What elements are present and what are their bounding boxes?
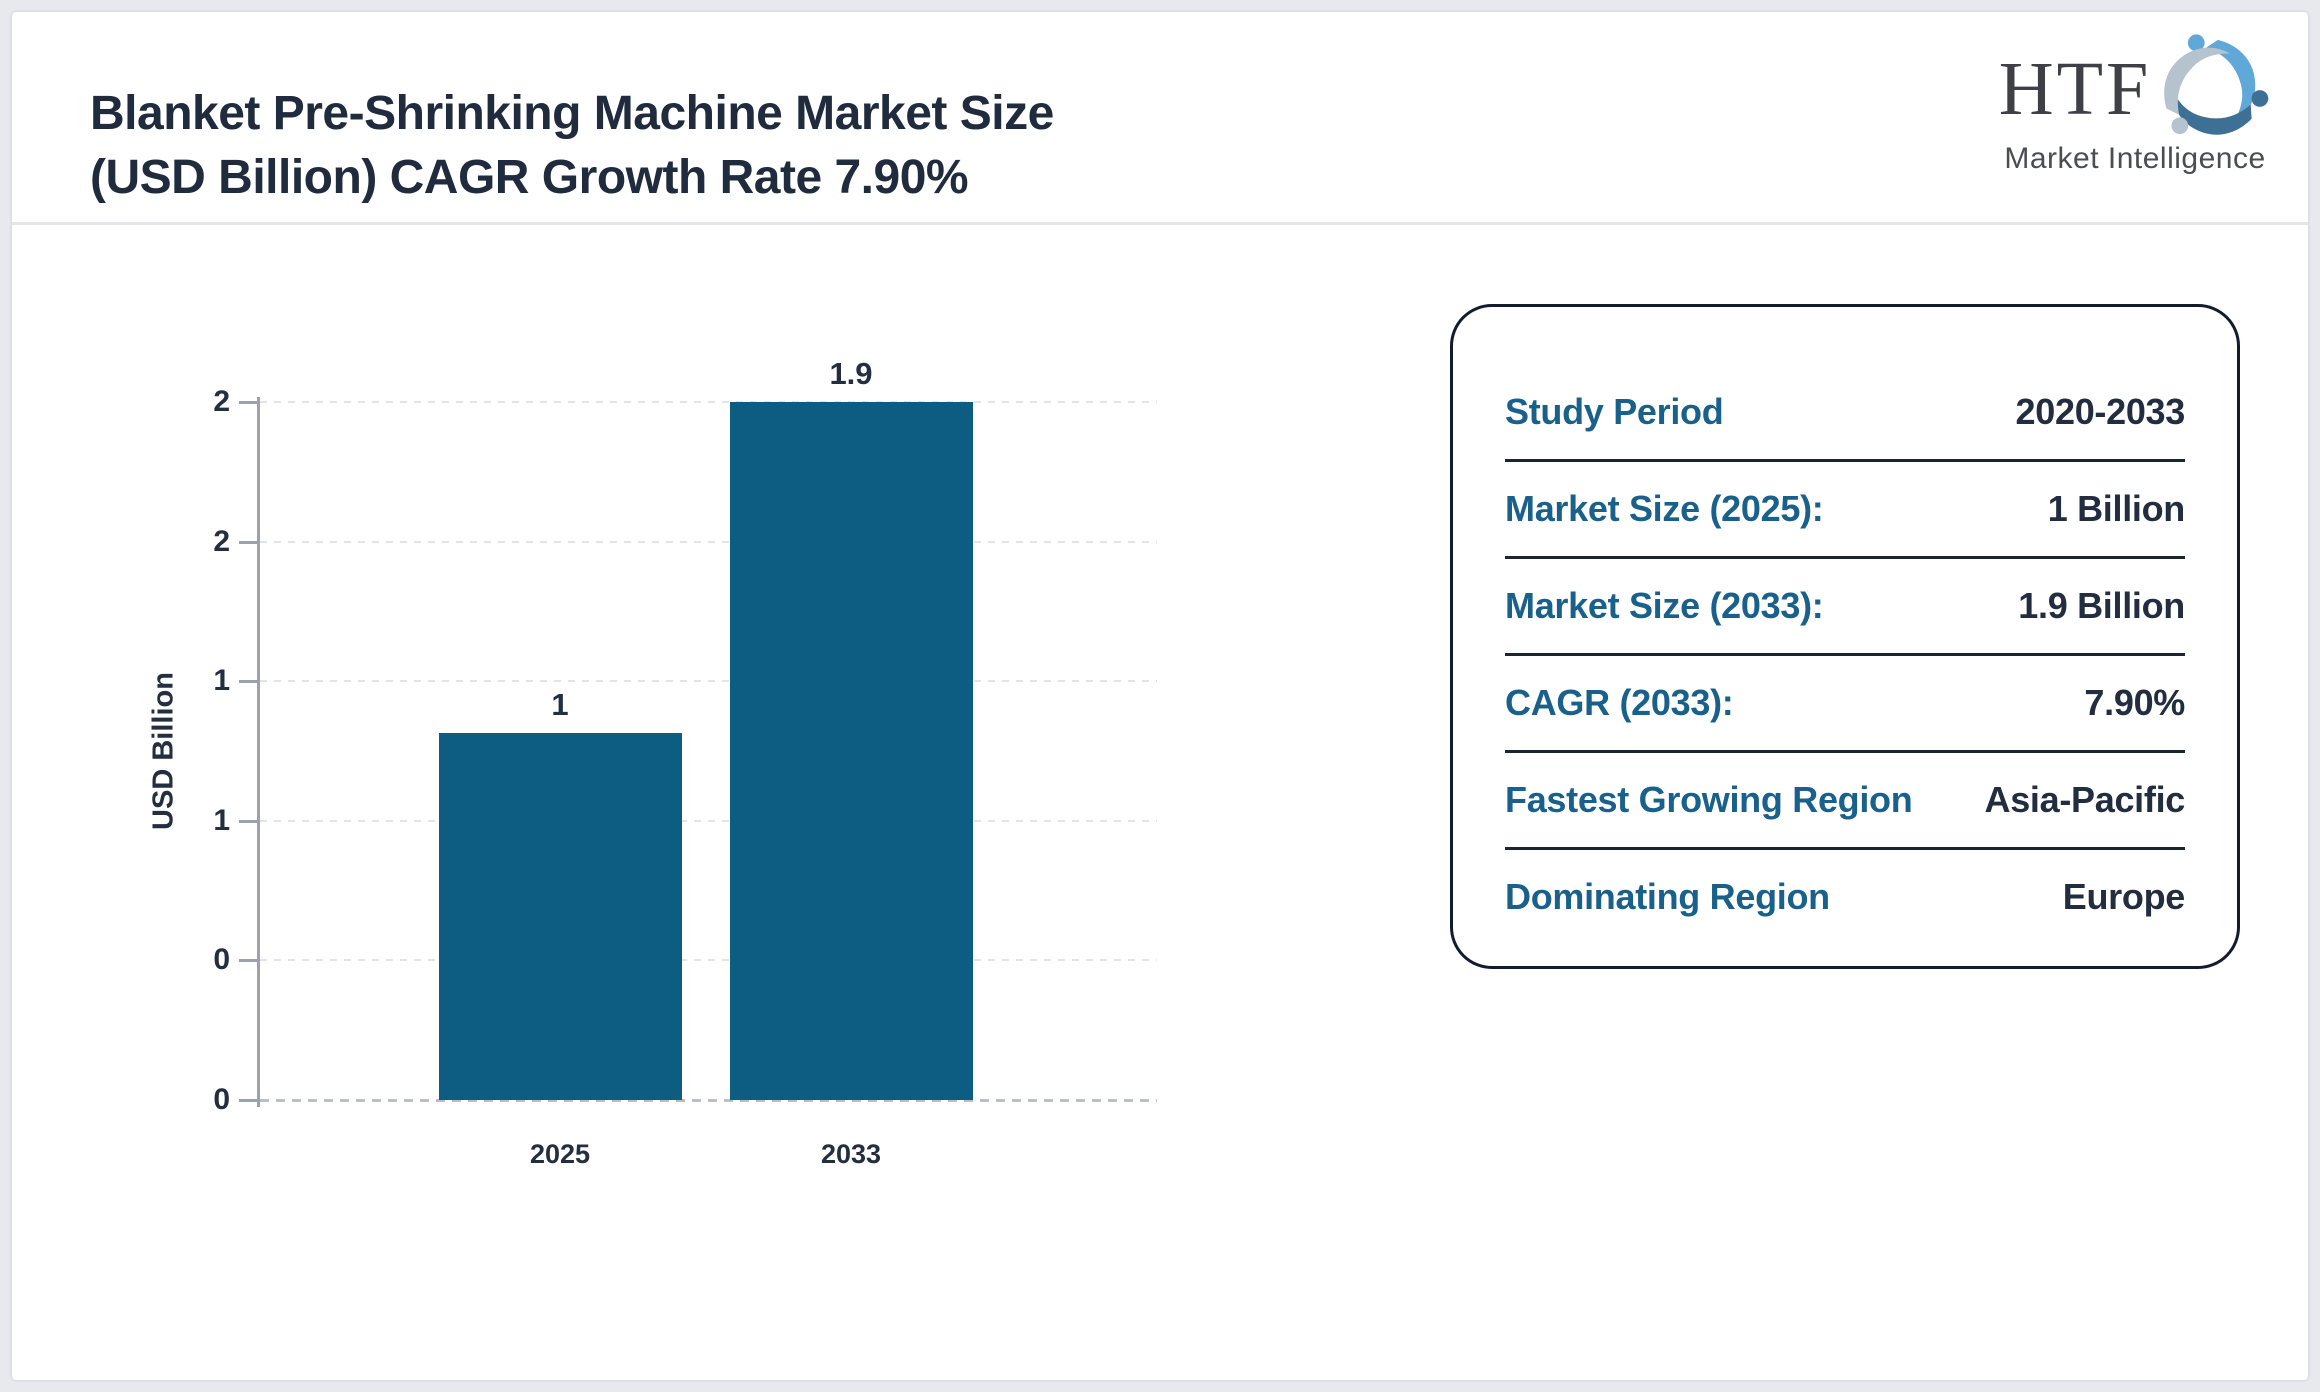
- bar-value-label: 1: [551, 686, 569, 722]
- info-row-dominating-region: Dominating Region Europe: [1505, 850, 2185, 944]
- y-tick-mark: [239, 401, 257, 404]
- gridline: [260, 540, 1157, 543]
- htf-logo-subtext: Market Intelligence: [2004, 142, 2266, 175]
- info-label: Market Size (2025):: [1505, 488, 1824, 529]
- info-value: Europe: [2062, 876, 2186, 917]
- info-panel: Study Period 2020-2033 Market Size (2025…: [1450, 304, 2240, 969]
- info-row-market-size-2025: Market Size (2025): 1 Billion: [1505, 462, 2185, 559]
- info-row-study-period: Study Period 2020-2033: [1505, 365, 2185, 462]
- y-tick-label: 1: [213, 664, 230, 698]
- y-tick-label: 2: [213, 385, 230, 418]
- info-value: 1 Billion: [2047, 488, 2186, 529]
- gridline: [260, 401, 1157, 403]
- report-card: Blanket Pre-Shrinking Machine Market Siz…: [10, 10, 2310, 1382]
- y-tick-mark: [239, 819, 257, 823]
- info-value: 7.90%: [2084, 682, 2185, 723]
- y-tick-label: 1: [213, 803, 230, 837]
- bar-value-label: 1.9: [829, 356, 873, 391]
- htf-logo: HTF Market Inte: [1980, 30, 2290, 176]
- y-axis-line: [257, 397, 260, 1107]
- info-row-cagr: CAGR (2033): 7.90%: [1505, 656, 2185, 753]
- y-tick-label: 0: [213, 943, 230, 977]
- info-label: CAGR (2033):: [1505, 682, 1734, 723]
- header-divider: [12, 222, 2308, 225]
- x-axis-line: [260, 1099, 1157, 1102]
- y-tick-mark: [239, 1099, 257, 1102]
- htf-logo-text: HTF: [1998, 47, 2152, 131]
- x-tick-label: 2033: [820, 1139, 882, 1169]
- page-title-line1: Blanket Pre-Shrinking Machine Market Siz…: [90, 87, 1054, 141]
- info-label: Market Size (2033):: [1505, 585, 1824, 626]
- bar-2033: [729, 402, 973, 1100]
- info-label: Study Period: [1505, 391, 1724, 432]
- x-tick-label: 2025: [529, 1139, 591, 1169]
- info-row-market-size-2033: Market Size (2033): 1.9 Billion: [1505, 559, 2185, 656]
- page-title-line2: (USD Billion) CAGR Growth Rate 7.90%: [90, 151, 969, 205]
- info-row-fastest-growing-region: Fastest Growing Region Asia-Pacific: [1505, 753, 2185, 850]
- page-title: Blanket Pre-Shrinking Machine Market Siz…: [90, 82, 1054, 210]
- info-value: 2020-2033: [2015, 391, 2186, 432]
- gridline: [260, 959, 1157, 962]
- y-tick-label: 2: [213, 524, 230, 558]
- info-label: Dominating Region: [1505, 876, 1830, 917]
- y-tick-mark: [239, 680, 257, 684]
- y-axis-title: USD Billion: [147, 672, 180, 830]
- info-value: 1.9 Billion: [2018, 585, 2185, 626]
- htf-logo-row: HTF: [1999, 30, 2272, 148]
- y-tick-mark: [239, 540, 257, 544]
- info-label: Fastest Growing Region: [1505, 779, 1913, 820]
- y-tick-mark: [239, 959, 257, 963]
- info-value: Asia-Pacific: [1984, 779, 2186, 820]
- bar-2025: [438, 732, 682, 1100]
- htf-swirl-figures-icon: [2164, 34, 2269, 135]
- gridline: [260, 819, 1157, 822]
- gridline: [260, 680, 1157, 683]
- bar-chart: 2 2 1 1 0 0 1 2025 1.9 2033: [12, 12, 2308, 1380]
- y-tick-label: 0: [213, 1083, 230, 1116]
